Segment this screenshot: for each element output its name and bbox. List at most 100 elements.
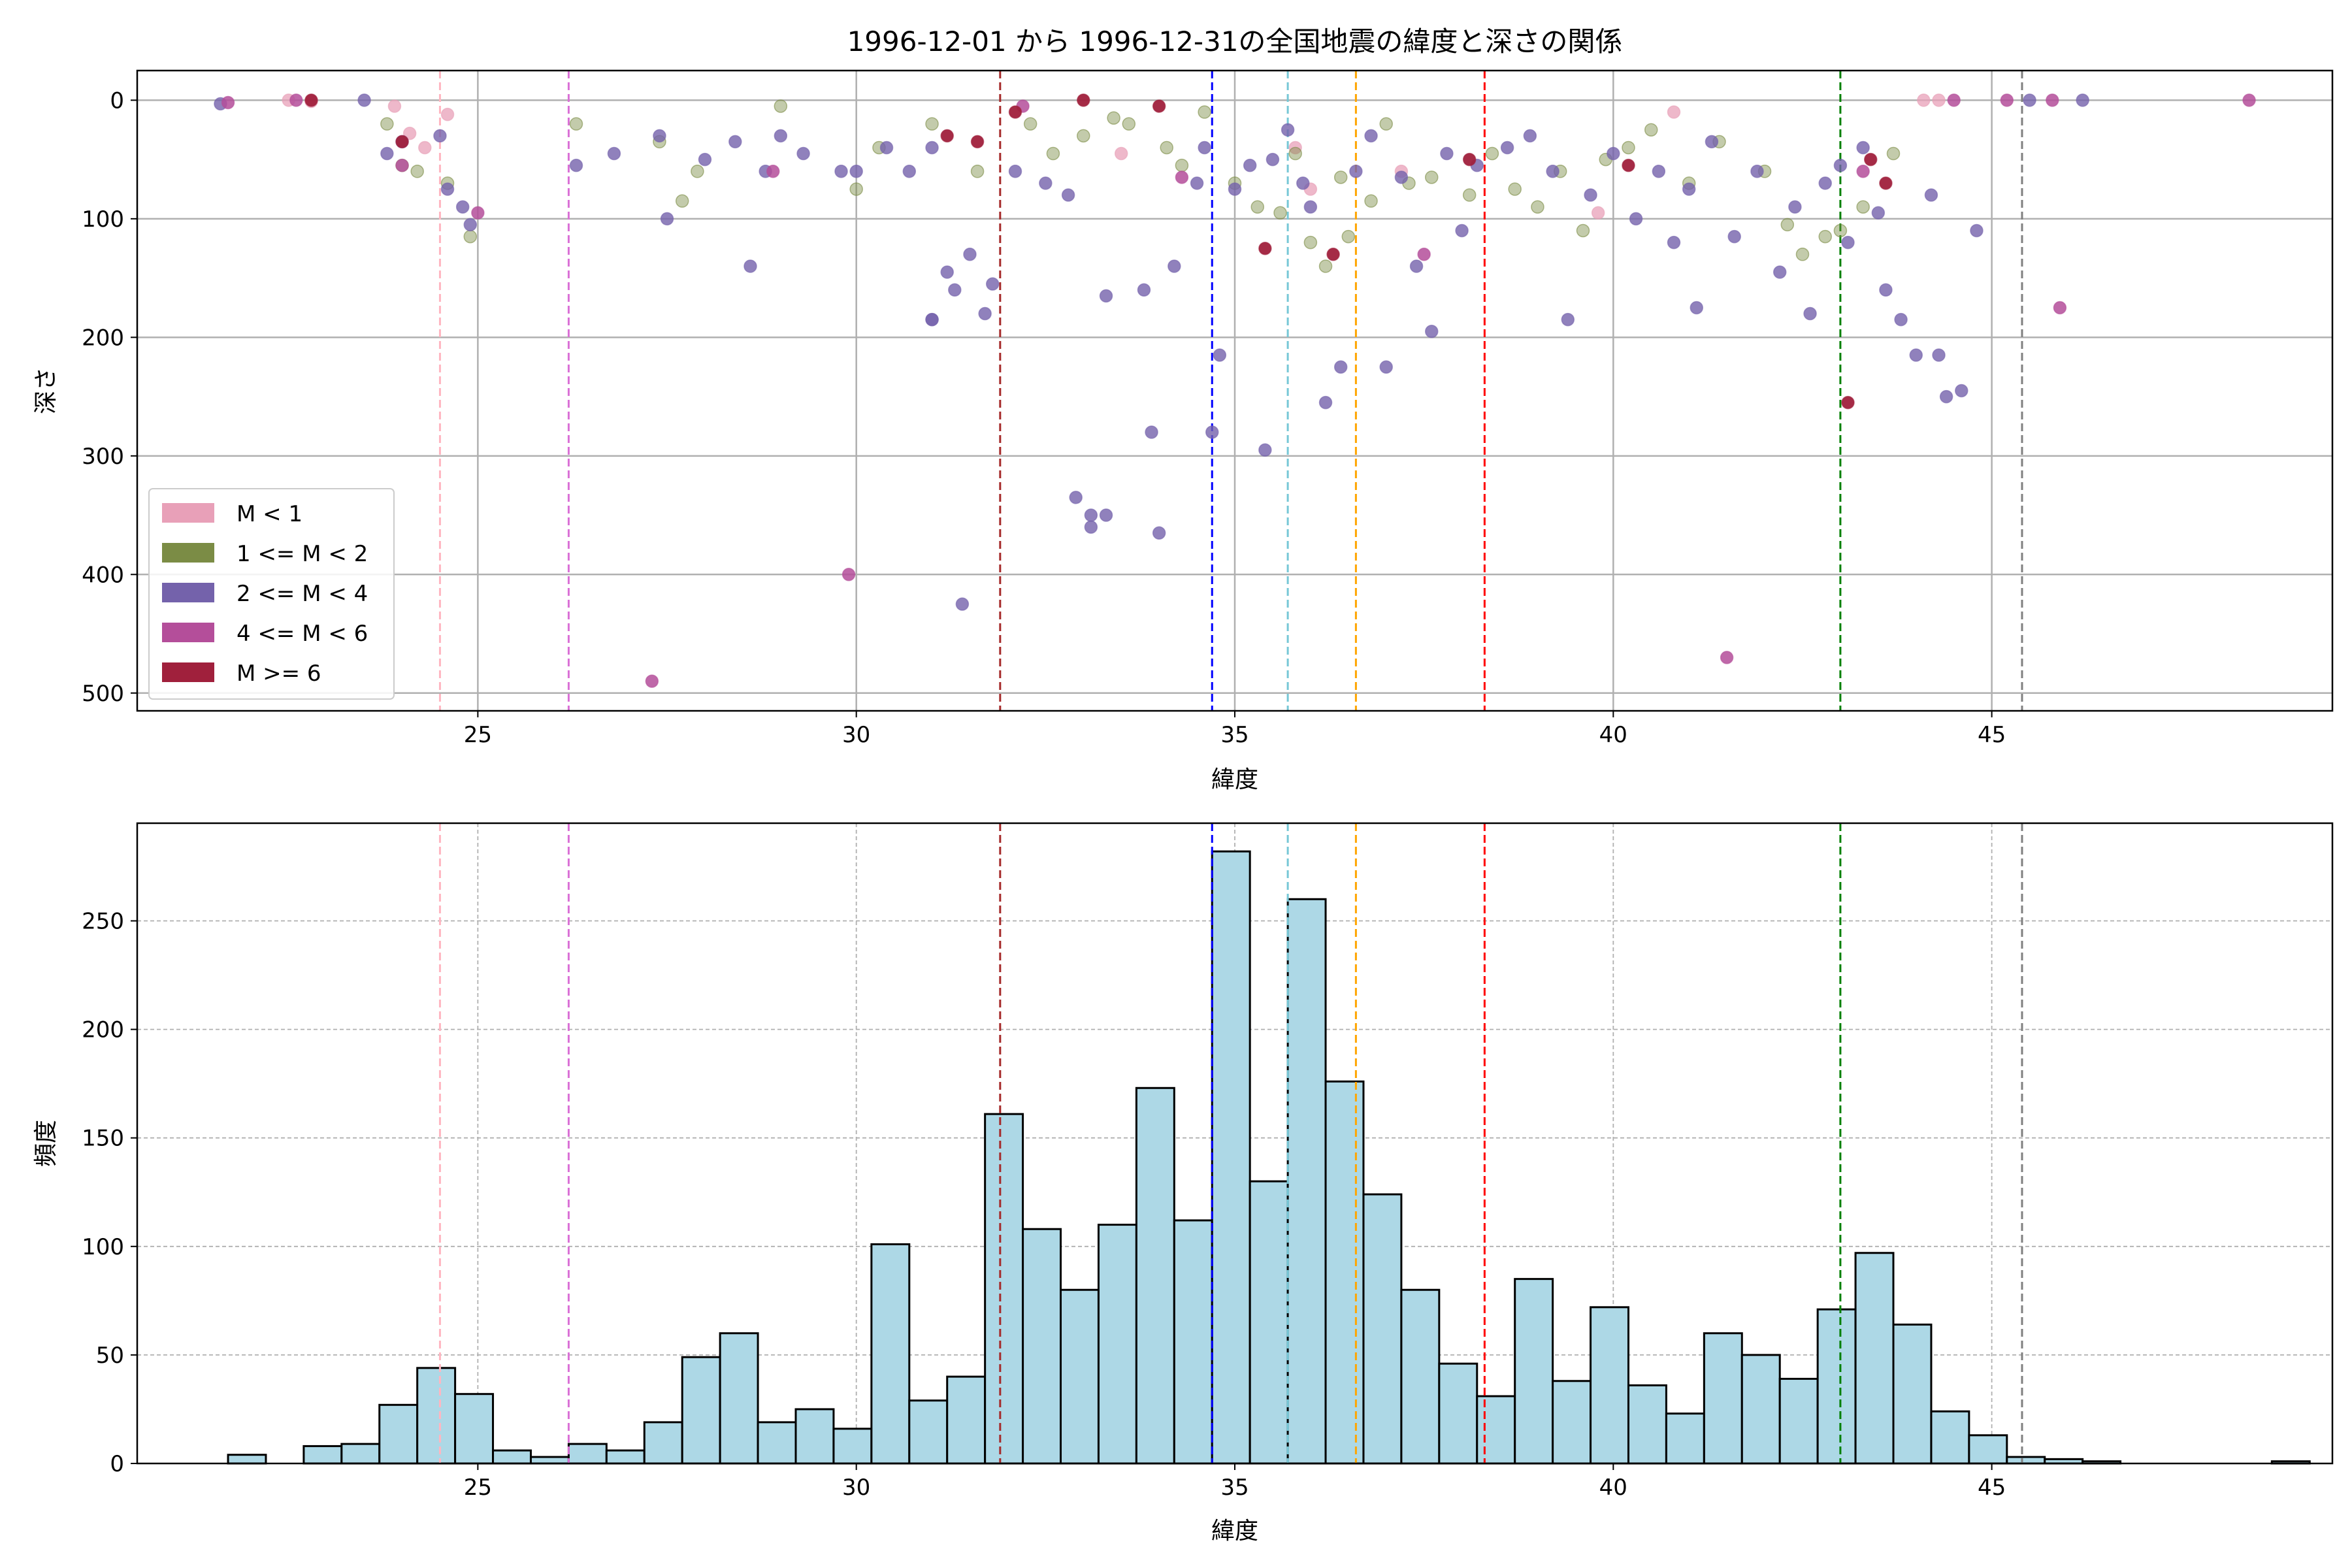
scatter-point — [645, 674, 659, 688]
scatter-point — [2076, 93, 2089, 107]
scatter-point — [2000, 93, 2014, 107]
scatter-point — [985, 277, 1000, 291]
scatter-point — [978, 306, 992, 321]
scatter-point — [1122, 117, 1136, 131]
scatter-point — [1932, 93, 1946, 107]
scatter-point — [1705, 135, 1719, 149]
scatter-point — [1440, 146, 1454, 161]
histogram-bar — [1022, 1228, 1062, 1465]
chart-title: 1996-12-01 から 1996-12-31の全国地震の緯度と深さの関係 — [847, 25, 1623, 57]
legend-label: M >= 6 — [237, 661, 321, 687]
scatter-panel: 1996-12-01 から 1996-12-31の全国地震の緯度と深さの関係 2… — [33, 25, 2334, 793]
histogram-bar — [1816, 1308, 1857, 1465]
histogram-bar — [1552, 1380, 1592, 1465]
scatter-point — [925, 117, 939, 131]
scatter-point — [1622, 140, 1635, 155]
scatter-point — [1243, 158, 1257, 172]
scatter-point — [1909, 348, 1923, 362]
scatter-x-ticks: 25 30 35 40 45 — [464, 711, 2006, 748]
scatter-point — [1591, 206, 1605, 220]
scatter-point — [1462, 188, 1477, 202]
histogram-bar — [643, 1421, 683, 1465]
scatter-point — [1213, 348, 1227, 362]
x-tick-label: 30 — [842, 722, 870, 748]
scatter-point — [1886, 146, 1901, 161]
scatter-point — [1273, 206, 1287, 220]
scatter-point — [1863, 152, 1878, 167]
histogram-bar — [2006, 1456, 2046, 1465]
scatter-point — [1417, 248, 1431, 261]
scatter-point — [1145, 425, 1158, 439]
scatter-point — [569, 117, 583, 131]
scatter-point — [1198, 105, 1211, 119]
histogram-bar — [1097, 1224, 1137, 1465]
scatter-point — [1152, 99, 1166, 113]
legend-label: 2 <= M < 4 — [237, 581, 368, 607]
scatter-point — [1780, 218, 1795, 232]
scatter-point — [1250, 200, 1265, 214]
y-tick-label: 300 — [82, 444, 124, 470]
scatter-point — [410, 165, 424, 178]
scatter-point — [1008, 105, 1022, 119]
scatter-point — [1341, 229, 1356, 244]
scatter-point — [1107, 111, 1120, 125]
histogram-bar — [227, 1454, 267, 1465]
histogram-bar — [1892, 1323, 1933, 1465]
scatter-point — [970, 135, 985, 149]
scatter-point — [1084, 520, 1098, 534]
scatter-point — [1364, 129, 1378, 143]
histogram-bar — [832, 1428, 873, 1465]
y-tick-label: 100 — [82, 206, 124, 233]
histogram-bar — [908, 1399, 949, 1465]
y-tick-label: 150 — [82, 1126, 124, 1152]
scatter-reference-lines — [438, 71, 2023, 711]
scatter-point — [728, 135, 742, 149]
scatter-point — [463, 218, 478, 232]
scatter-point — [418, 140, 432, 155]
scatter-point — [1258, 443, 1272, 457]
histogram-bar — [416, 1367, 457, 1465]
scatter-point — [1523, 129, 1537, 143]
scatter-point — [1175, 171, 1189, 184]
scatter-point — [1160, 140, 1173, 155]
scatter-point — [1190, 176, 1204, 190]
histogram-bar — [454, 1393, 495, 1465]
histogram-bar — [1400, 1288, 1441, 1465]
scatter-point — [675, 194, 689, 208]
scatter-y-ticks: 0 100 200 300 400 500 — [82, 88, 137, 707]
scatter-point — [1303, 200, 1318, 214]
scatter-point — [1803, 306, 1817, 321]
histogram-bar — [1286, 898, 1327, 1465]
scatter-point — [1932, 348, 1946, 362]
scatter-point — [1379, 360, 1393, 374]
scatter-point — [1326, 248, 1340, 261]
histogram-bar — [1476, 1395, 1516, 1465]
scatter-point — [1205, 425, 1219, 439]
scatter-grid — [137, 71, 2332, 711]
scatter-point — [1394, 171, 1409, 184]
scatter-point — [1500, 140, 1514, 155]
scatter-point — [1281, 123, 1295, 137]
y-tick-label: 0 — [110, 88, 124, 114]
scatter-point — [1379, 117, 1393, 131]
legend-label: M < 1 — [237, 501, 302, 527]
scatter-point — [1333, 360, 1348, 374]
histogram-reference-lines — [438, 823, 2023, 1463]
scatter-point — [1424, 325, 1439, 338]
scatter-point — [1531, 200, 1544, 214]
histogram-bar — [1740, 1354, 1781, 1465]
scatter-point — [1607, 146, 1620, 161]
scatter-point — [1871, 206, 1886, 220]
legend-swatch — [162, 503, 214, 523]
y-tick-label: 50 — [96, 1343, 124, 1369]
scatter-point — [1114, 146, 1128, 161]
y-tick-label: 0 — [110, 1451, 124, 1477]
scatter-point — [1485, 146, 1499, 161]
scatter-point — [1841, 395, 1855, 410]
scatter-point — [970, 165, 985, 178]
legend-swatch — [162, 623, 214, 642]
scatter-point — [1455, 223, 1469, 238]
scatter-point — [1409, 259, 1424, 273]
scatter-point — [471, 206, 485, 220]
